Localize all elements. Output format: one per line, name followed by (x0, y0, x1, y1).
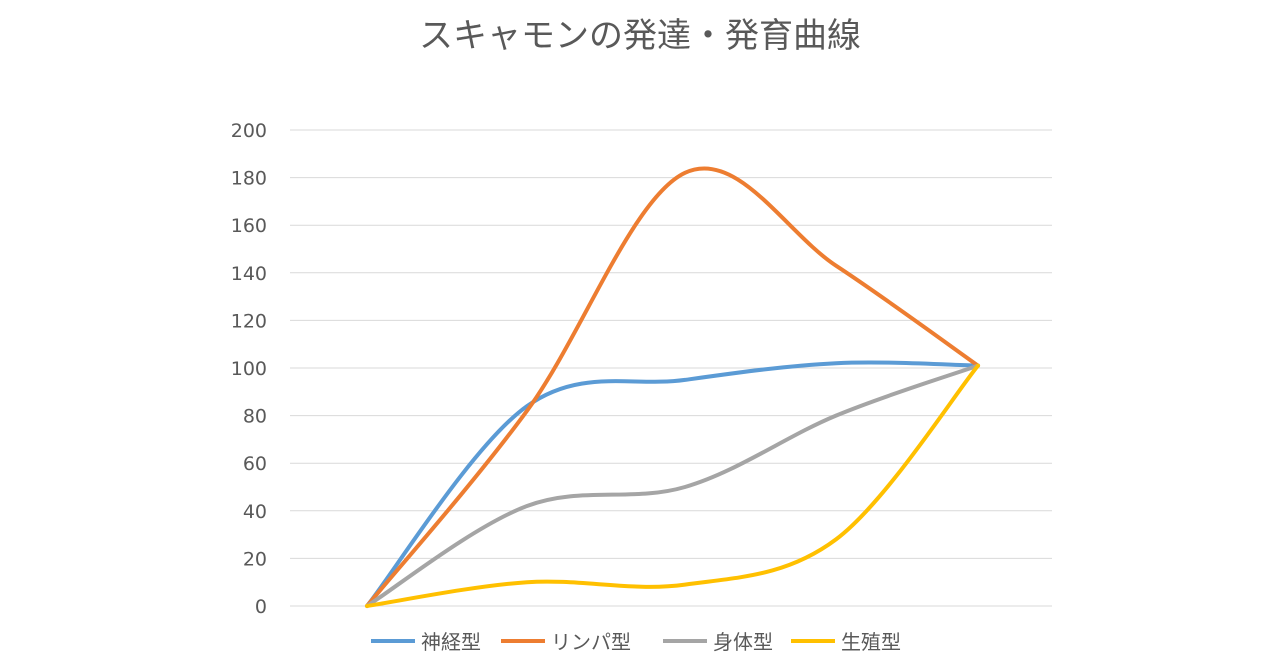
legend-label: リンパ型 (551, 630, 631, 654)
y-tick-label: 80 (243, 406, 267, 428)
legend-item-1: リンパ型 (501, 630, 631, 654)
y-tick-label: 120 (231, 310, 267, 332)
series-line-2 (365, 363, 980, 608)
legend: 神経型 リンパ型 身体型 生殖型 (371, 630, 901, 654)
legend-label: 身体型 (713, 630, 773, 654)
chart-title: スキャモンの発達・発育曲線 (419, 16, 861, 56)
y-tick-label: 60 (243, 453, 267, 475)
gridlines (290, 129, 1052, 607)
y-tick-label: 100 (231, 358, 267, 380)
legend-item-0: 神経型 (371, 630, 481, 654)
y-tick-label: 0 (255, 596, 267, 618)
y-tick-label: 140 (231, 263, 267, 285)
series-line-3 (365, 363, 980, 608)
y-tick-label: 160 (231, 215, 267, 237)
y-tick-label: 20 (243, 548, 267, 570)
legend-item-3: 生殖型 (791, 630, 901, 654)
legend-label: 生殖型 (841, 630, 901, 654)
y-tick-label: 200 (231, 120, 267, 142)
series-line-0 (365, 360, 980, 608)
legend-label: 神経型 (421, 630, 481, 654)
y-tick-label: 180 (231, 168, 267, 190)
legend-item-2: 身体型 (663, 630, 773, 654)
y-tick-label: 40 (243, 501, 267, 523)
y-axis: 0 20 40 60 80 100 120 140 160 180 200 (231, 120, 267, 618)
series-lines (365, 166, 980, 608)
series-line-1 (365, 166, 980, 608)
